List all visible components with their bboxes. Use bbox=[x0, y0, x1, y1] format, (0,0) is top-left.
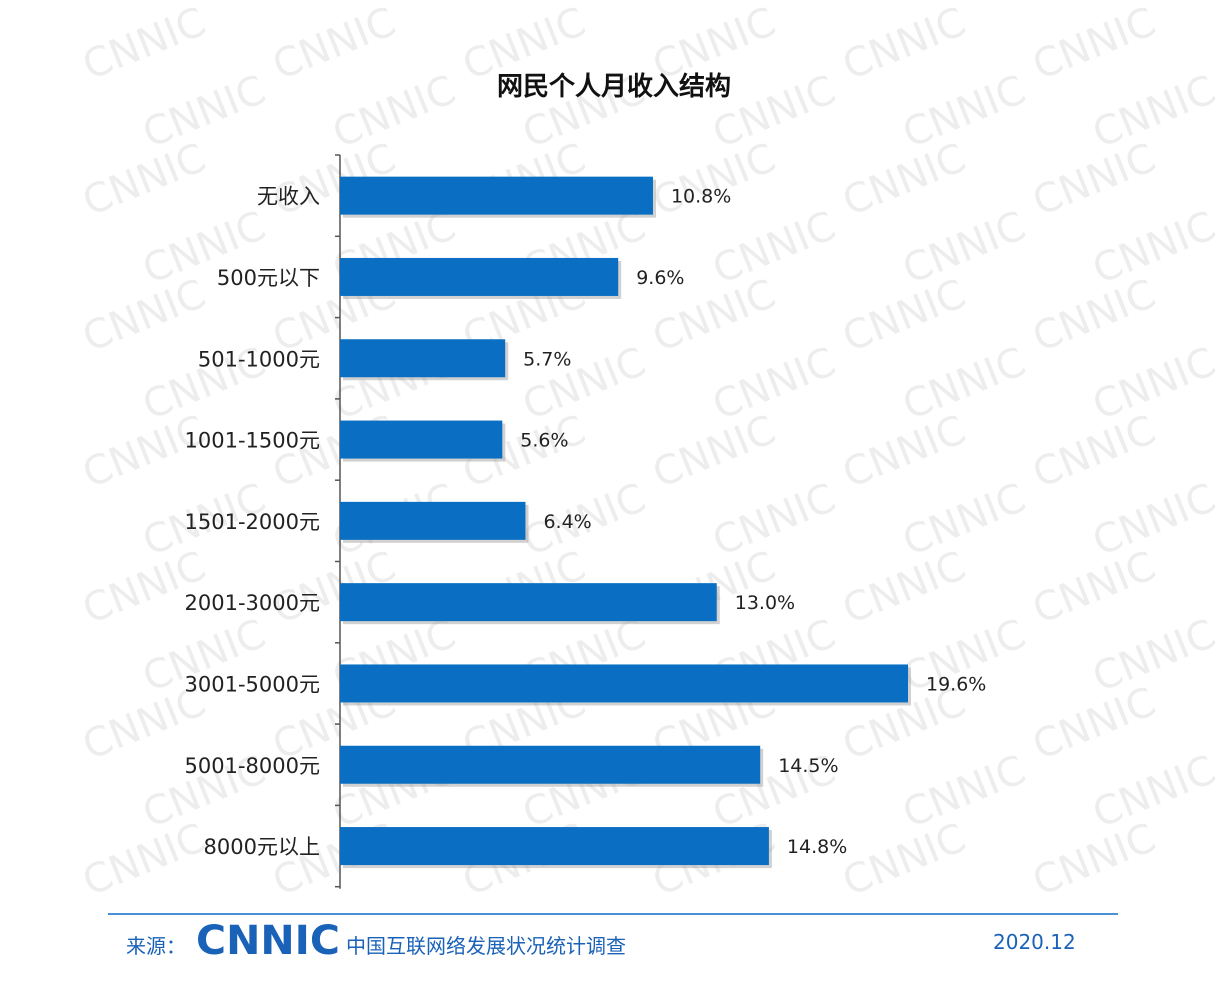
footer-divider bbox=[108, 913, 1118, 915]
value-label: 5.7% bbox=[523, 348, 571, 370]
category-label: 8000元以上 bbox=[204, 835, 320, 859]
value-label: 14.5% bbox=[778, 755, 838, 777]
value-label: 10.8% bbox=[671, 186, 731, 208]
value-label: 19.6% bbox=[926, 673, 986, 695]
bar bbox=[340, 339, 506, 378]
category-label: 5001-8000元 bbox=[185, 754, 320, 778]
category-label: 无收入 bbox=[257, 185, 320, 209]
value-label: 9.6% bbox=[636, 267, 684, 289]
bar-chart: 无收入 10.8% 500元以下 9.6% 501-1000元 5.7% 1001-1500… bbox=[185, 154, 986, 889]
category-label: 2001-3000元 bbox=[185, 591, 320, 615]
cnnic-logo: CNNIC bbox=[196, 918, 340, 962]
org-name: 中国互联网络发展状况统计调查 bbox=[346, 934, 626, 958]
bar bbox=[340, 176, 653, 215]
bar bbox=[340, 827, 769, 866]
category-label: 500元以下 bbox=[217, 266, 320, 290]
source-label: 来源： bbox=[126, 934, 186, 958]
bar bbox=[340, 583, 717, 622]
report-date: 2020.12 bbox=[993, 930, 1076, 954]
value-label: 5.6% bbox=[520, 430, 568, 452]
category-label: 1001-1500元 bbox=[185, 429, 320, 453]
category-label: 501-1000元 bbox=[198, 347, 320, 371]
bar bbox=[340, 501, 526, 540]
category-label: 1501-2000元 bbox=[185, 510, 320, 534]
value-label: 14.8% bbox=[787, 836, 847, 858]
value-label: 13.0% bbox=[735, 592, 795, 614]
chart-title: 网民个人月收入结构 bbox=[496, 72, 731, 102]
bar bbox=[340, 257, 619, 296]
cnnic-logo-text: CNNIC bbox=[196, 918, 340, 962]
bar bbox=[340, 420, 503, 459]
bar bbox=[340, 745, 761, 784]
bar bbox=[340, 664, 908, 703]
category-label: 3001-5000元 bbox=[185, 672, 320, 696]
value-label: 6.4% bbox=[543, 511, 591, 533]
